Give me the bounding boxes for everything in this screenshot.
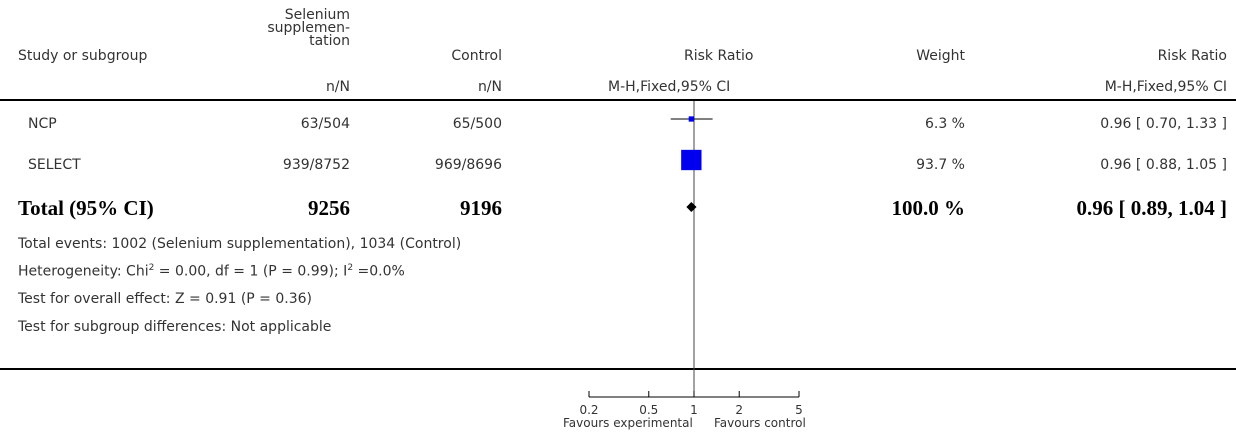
header-plot: Risk Ratio — [684, 48, 754, 64]
header-control: Control — [451, 48, 502, 64]
favours-left-label: Favours experimental — [563, 416, 693, 430]
header-rule — [0, 99, 1236, 101]
header-exp-line2: supplemen- — [267, 20, 350, 36]
study-weight: 93.7 % — [916, 157, 965, 173]
study-name: NCP — [28, 116, 57, 132]
subheader-rr: M-H,Fixed,95% CI — [1104, 79, 1227, 95]
subheader-ctrl: n/N — [477, 79, 502, 95]
total-exp: 9256 — [308, 196, 350, 220]
study-ctrl: 65/500 — [452, 116, 502, 132]
header-experimental: Selenium supplemen- tation — [240, 7, 350, 49]
study-exp: 939/8752 — [282, 157, 350, 173]
heterogeneity-part3: =0.0% — [353, 263, 405, 280]
heterogeneity-sup1: 2 — [148, 263, 155, 273]
total-weight: 100.0 % — [891, 196, 966, 220]
pooled-diamond — [686, 202, 697, 212]
header-study: Study or subgroup — [18, 48, 148, 64]
study-ci: 0.96 [ 0.70, 1.33 ] — [1100, 116, 1227, 132]
study-ci: 0.96 [ 0.88, 1.05 ] — [1100, 157, 1227, 173]
study-ctrl: 969/8696 — [434, 157, 502, 173]
total-ctrl: 9196 — [460, 196, 502, 220]
study-name: SELECT — [28, 157, 81, 173]
study-effect-box — [681, 149, 702, 171]
study-weight: 6.3 % — [924, 116, 965, 132]
study-effect-box — [688, 116, 694, 122]
footnote-subgroup: Test for subgroup differences: Not appli… — [18, 319, 332, 335]
x-tick-label: 0.2 — [579, 403, 598, 417]
heterogeneity-part1: Heterogeneity: Chi — [18, 263, 149, 280]
total-ci: 0.96 [ 0.89, 1.04 ] — [1076, 196, 1228, 220]
footnote-events: Total events: 1002 (Selenium supplementa… — [18, 236, 462, 252]
x-tick-label: 5 — [795, 403, 803, 417]
heterogeneity-sup2: 2 — [347, 263, 354, 273]
x-tick-label: 2 — [735, 403, 743, 417]
header-exp-line1: Selenium — [284, 7, 350, 23]
study-exp: 63/504 — [300, 116, 350, 132]
bottom-rule — [0, 368, 1236, 370]
heterogeneity-part2: = 0.00, df = 1 (P = 0.99); I — [154, 263, 348, 280]
subheader-exp: n/N — [325, 79, 350, 95]
footnote-overall: Test for overall effect: Z = 0.91 (P = 0… — [18, 291, 312, 307]
x-tick-label: 1 — [690, 403, 698, 417]
footnote-heterogeneity: Heterogeneity: Chi2 = 0.00, df = 1 (P = … — [18, 263, 405, 280]
favours-right-label: Favours control — [714, 416, 806, 430]
header-exp-line3: tation — [309, 33, 350, 49]
x-tick-label: 0.5 — [639, 403, 658, 417]
subheader-plot: M-H,Fixed,95% CI — [608, 79, 731, 95]
total-label: Total (95% CI) — [18, 196, 154, 220]
header-weight: Weight — [916, 48, 965, 64]
header-rr: Risk Ratio — [1157, 48, 1227, 64]
